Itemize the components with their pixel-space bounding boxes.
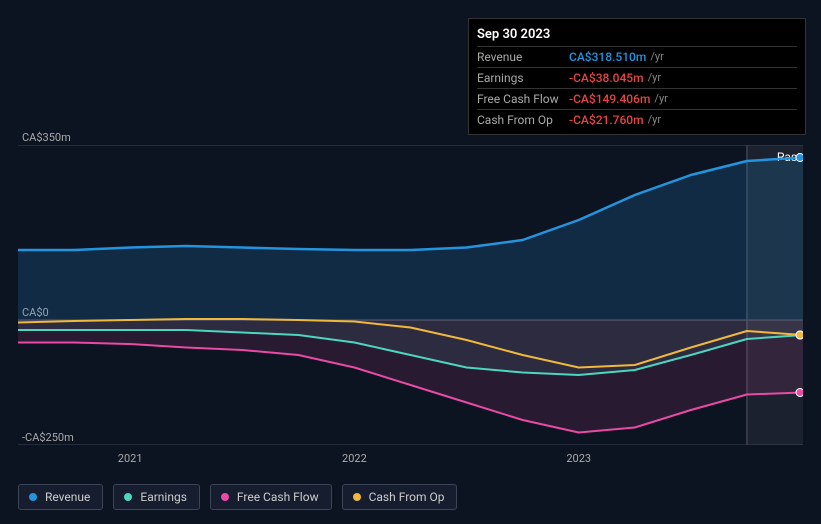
legend-dot-icon: [353, 493, 361, 501]
chart-tooltip: Sep 30 2023 RevenueCA$318.510m/yrEarning…: [468, 18, 806, 135]
legend-dot-icon: [221, 493, 229, 501]
tooltip-row: RevenueCA$318.510m/yr: [477, 46, 797, 67]
tooltip-metric-value: -CA$21.760m: [569, 113, 644, 127]
x-axis-label: 2023: [566, 452, 591, 465]
legend-item-earnings[interactable]: Earnings: [113, 484, 200, 510]
y-axis-label: CA$350m: [22, 131, 71, 144]
tooltip-row: Cash From Op-CA$21.760m/yr: [477, 109, 797, 130]
tooltip-metric-unit: /yr: [648, 113, 661, 127]
financials-chart: [18, 145, 803, 445]
tooltip-metric-label: Revenue: [477, 50, 569, 64]
x-axis-label: 2022: [342, 452, 367, 465]
chart-legend: Revenue Earnings Free Cash Flow Cash From O…: [18, 484, 457, 510]
legend-label: Free Cash Flow: [237, 490, 319, 504]
tooltip-row: Earnings-CA$38.045m/yr: [477, 67, 797, 88]
tooltip-row: Free Cash Flow-CA$149.406m/yr: [477, 88, 797, 109]
tooltip-metric-label: Free Cash Flow: [477, 92, 569, 106]
legend-item-free-cash-flow[interactable]: Free Cash Flow: [210, 484, 332, 510]
tooltip-metric-value: -CA$38.045m: [569, 71, 644, 85]
tooltip-metric-value: -CA$149.406m: [569, 92, 650, 106]
tooltip-metric-unit: /yr: [650, 50, 663, 64]
tooltip-metric-label: Earnings: [477, 71, 569, 85]
legend-label: Cash From Op: [369, 490, 445, 504]
tooltip-metric-value: CA$318.510m: [569, 50, 646, 64]
tooltip-metric-label: Cash From Op: [477, 113, 569, 127]
x-axis-label: 2021: [118, 452, 143, 465]
tooltip-date: Sep 30 2023: [477, 25, 797, 46]
legend-dot-icon: [124, 493, 132, 501]
legend-item-revenue[interactable]: Revenue: [18, 484, 103, 510]
legend-label: Earnings: [140, 490, 187, 504]
tooltip-metric-unit: /yr: [648, 71, 661, 85]
legend-dot-icon: [29, 493, 37, 501]
legend-label: Revenue: [45, 490, 90, 504]
legend-item-cash-from-op[interactable]: Cash From Op: [342, 484, 458, 510]
tooltip-metric-unit: /yr: [654, 92, 667, 106]
